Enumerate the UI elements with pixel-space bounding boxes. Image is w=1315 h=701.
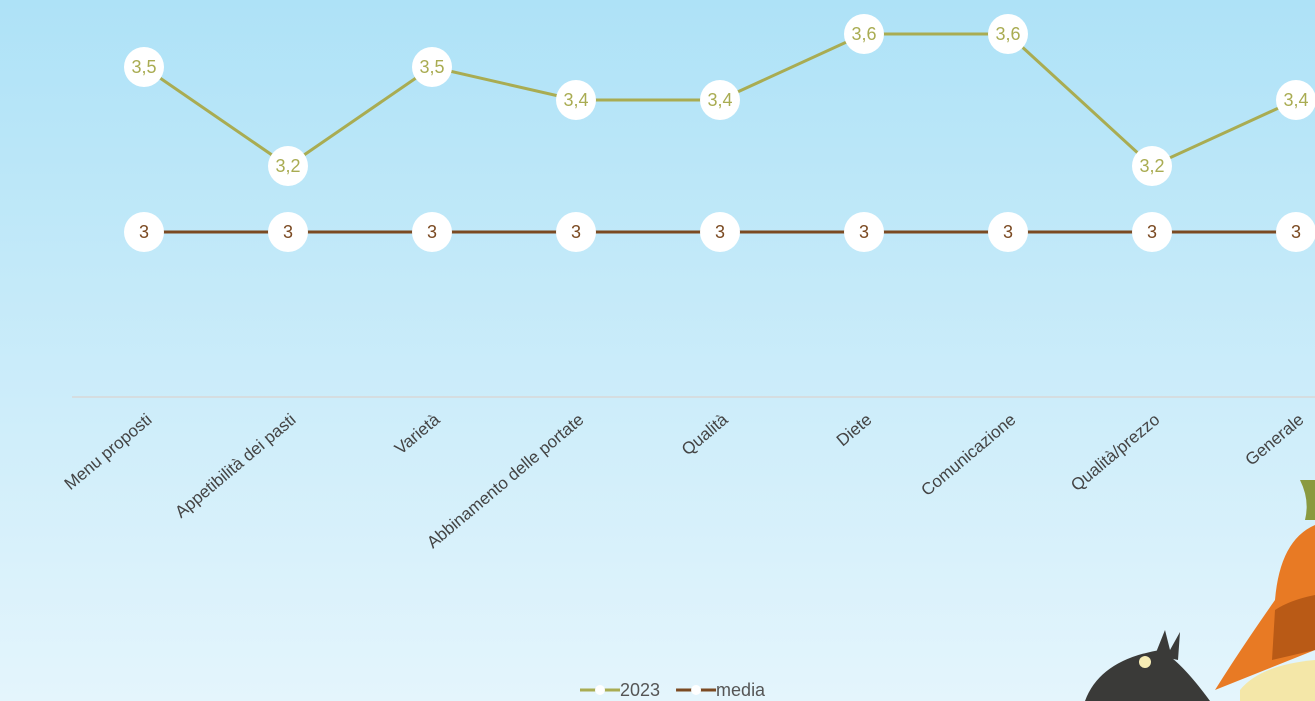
data-label: 3,6	[851, 24, 876, 44]
data-label: 3,5	[131, 57, 156, 77]
data-label: 3,6	[995, 24, 1020, 44]
data-label: 3	[139, 222, 149, 242]
data-point	[1132, 146, 1172, 186]
data-label: 3,4	[1283, 90, 1308, 110]
data-point	[124, 212, 164, 252]
data-label: 3,2	[275, 156, 300, 176]
data-label: 3	[715, 222, 725, 242]
legend-marker	[691, 685, 702, 695]
data-point	[988, 212, 1028, 252]
data-label: 3,4	[563, 90, 588, 110]
data-point	[1276, 80, 1315, 120]
data-point	[268, 212, 308, 252]
data-label: 3	[427, 222, 437, 242]
data-point	[556, 212, 596, 252]
data-point	[700, 212, 740, 252]
data-point	[556, 80, 596, 120]
data-label: 3,5	[419, 57, 444, 77]
legend-marker	[595, 685, 605, 695]
data-point	[1132, 212, 1172, 252]
legend-label: media	[716, 680, 766, 700]
data-point	[844, 212, 884, 252]
data-label: 3	[571, 222, 581, 242]
data-point	[412, 212, 452, 252]
legend-label: 2023	[620, 680, 660, 700]
data-label: 3,4	[707, 90, 732, 110]
data-point	[268, 146, 308, 186]
data-point	[700, 80, 740, 120]
data-label: 3	[1003, 222, 1013, 242]
data-label: 3	[859, 222, 869, 242]
data-label: 3	[283, 222, 293, 242]
data-label: 3,2	[1139, 156, 1164, 176]
data-label: 3	[1147, 222, 1157, 242]
data-point	[844, 14, 884, 54]
data-point	[412, 47, 452, 87]
decoration	[1085, 480, 1315, 701]
data-point	[124, 47, 164, 87]
data-point	[988, 14, 1028, 54]
data-point	[1276, 212, 1315, 252]
data-label: 3	[1291, 222, 1301, 242]
